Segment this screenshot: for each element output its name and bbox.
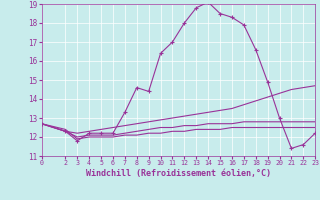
X-axis label: Windchill (Refroidissement éolien,°C): Windchill (Refroidissement éolien,°C)	[86, 169, 271, 178]
